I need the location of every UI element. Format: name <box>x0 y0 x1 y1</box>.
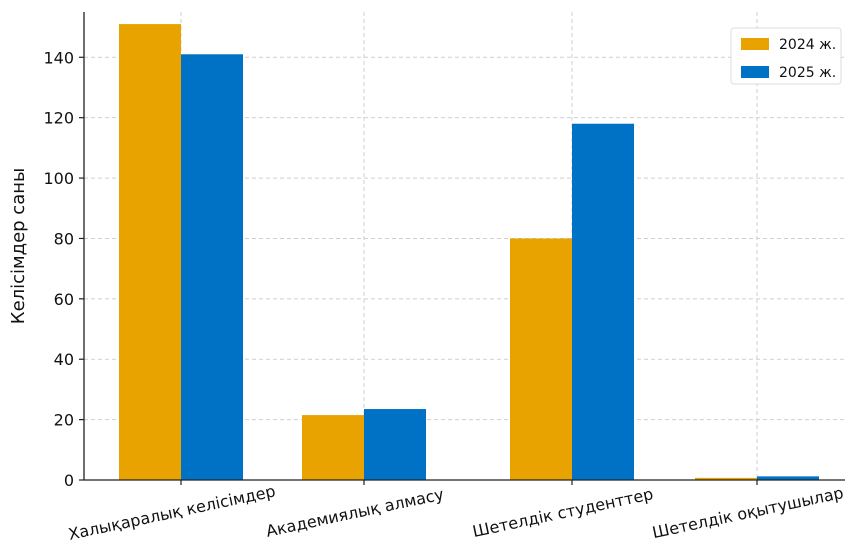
x-tick-label: Шетелдік оқытушылар <box>651 483 846 542</box>
x-tick-label: Шетелдік студенттер <box>471 484 655 541</box>
y-tick-label: 100 <box>43 169 74 188</box>
bars <box>119 24 819 481</box>
y-axis-label: Келісімдер саны <box>8 168 29 324</box>
bar-2025 <box>757 476 819 480</box>
legend: 2024 ж. 2025 ж. <box>730 27 842 85</box>
legend-label: 2024 ж. <box>779 37 836 53</box>
y-tick-label: 20 <box>54 411 74 430</box>
legend-label: 2025 ж. <box>779 65 836 81</box>
bar-2025 <box>364 409 426 480</box>
bar-2024 <box>695 477 757 480</box>
legend-swatch <box>741 66 769 78</box>
bar-2024 <box>510 238 572 480</box>
y-tick-label: 40 <box>54 350 74 369</box>
y-tick-label: 60 <box>54 290 74 309</box>
y-tick-label: 120 <box>43 109 74 128</box>
y-tick-label: 0 <box>64 471 74 490</box>
bar-2024 <box>302 415 364 480</box>
legend-swatch <box>741 38 769 50</box>
axes <box>83 12 845 481</box>
bar-2025 <box>181 54 243 481</box>
bar-2024 <box>119 24 181 480</box>
x-tick-label: Академиялық алмасу <box>264 484 445 540</box>
y-tick-label: 80 <box>54 229 74 248</box>
y-tick-label: 140 <box>43 48 74 67</box>
y-ticks: 0 20 40 60 80 100 120 140 <box>43 48 84 490</box>
bar-2025 <box>572 123 634 480</box>
x-tick-label: Халықаралық келісімдер <box>67 481 278 543</box>
